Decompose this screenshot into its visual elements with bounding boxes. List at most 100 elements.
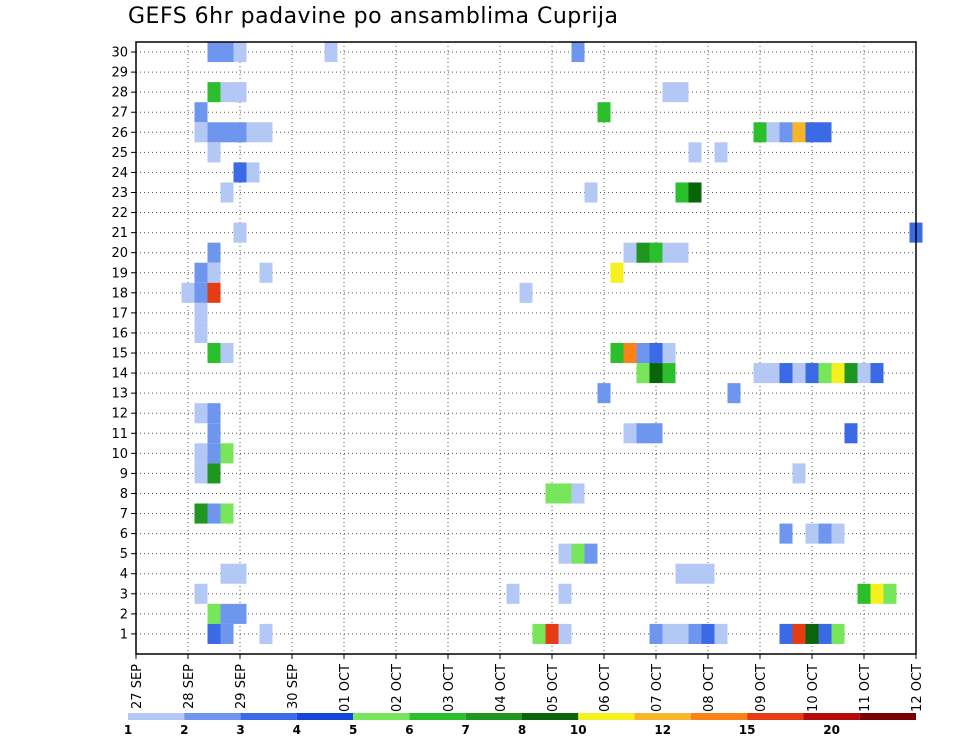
heatmap-cell (831, 523, 845, 544)
heatmap-cell (194, 322, 208, 343)
y-tick-label: 24 (111, 166, 128, 181)
heatmap-cell (636, 423, 650, 444)
heatmap-cell (649, 423, 663, 444)
heatmap-cell (805, 363, 819, 384)
heatmap-cell (181, 282, 195, 303)
y-tick-label: 6 (120, 527, 128, 542)
y-tick-label: 14 (111, 367, 128, 382)
heatmap-cell (792, 363, 806, 384)
heatmap-cell (701, 563, 715, 584)
x-tick-label: 09 OCT (754, 664, 769, 712)
heatmap-cell (857, 363, 871, 384)
heatmap-cell (675, 563, 689, 584)
colorbar-segment (634, 713, 691, 720)
heatmap-cell (194, 463, 208, 484)
x-tick-label: 27 SEP (130, 664, 145, 709)
heatmap-cell (220, 182, 234, 203)
heatmap-cell (259, 623, 273, 644)
heatmap-cell (207, 403, 221, 424)
heatmap-cell (545, 483, 559, 504)
colorbar-segment (803, 713, 860, 720)
x-tick-label: 03 OCT (442, 664, 457, 712)
heatmap-cell (207, 42, 221, 63)
heatmap-cell (220, 82, 234, 103)
heatmap-cell (571, 42, 585, 63)
heatmap-cell (727, 383, 741, 404)
colorbar-label: 4 (293, 723, 301, 737)
heatmap-cell (818, 623, 832, 644)
colorbar-label: 7 (462, 723, 470, 737)
heatmap-cell (532, 623, 546, 644)
x-tick-label: 30 SEP (286, 664, 301, 709)
y-tick-label: 18 (111, 286, 128, 301)
heatmap-cell (207, 423, 221, 444)
heatmap-cell (766, 363, 780, 384)
heatmap-cell (649, 342, 663, 364)
plot-frame (135, 41, 917, 655)
heatmap-cell (207, 242, 221, 263)
colorbar-label: 20 (823, 723, 840, 737)
heatmap-cell (714, 142, 728, 163)
heatmap-cell (818, 363, 832, 384)
heatmap-cell (194, 262, 208, 283)
y-tick-label: 23 (111, 186, 128, 201)
x-tick-label: 02 OCT (390, 664, 405, 712)
y-tick-label: 20 (111, 246, 128, 261)
heatmap-cell (584, 182, 598, 203)
heatmap-cell (623, 242, 637, 263)
heatmap-cell (207, 503, 221, 524)
heatmap-cell (545, 623, 559, 644)
colorbar-label: 15 (739, 723, 756, 737)
heatmap-cell (207, 142, 221, 163)
colorbar-label: 3 (236, 723, 244, 737)
colorbar-segment (353, 713, 410, 720)
y-tick-label: 12 (111, 407, 128, 422)
heatmap-cell (675, 242, 689, 263)
heatmap-cell (558, 543, 572, 564)
heatmap-cell (792, 623, 806, 644)
colorbar-segment (859, 713, 916, 720)
heatmap-cell (571, 543, 585, 564)
heatmap-cell (623, 423, 637, 444)
y-tick-label: 11 (111, 427, 128, 442)
heatmap-cell (870, 583, 884, 604)
colorbar-segment (296, 713, 354, 720)
y-tick-label: 28 (111, 86, 128, 101)
heatmap-cell (246, 162, 260, 183)
colorbar-segment (690, 713, 748, 720)
heatmap-cell (792, 463, 806, 484)
heatmap-cell (220, 603, 234, 624)
x-tick-label: 29 SEP (234, 664, 249, 709)
x-tick-label: 10 OCT (806, 664, 821, 712)
heatmap-cell (610, 342, 624, 364)
heatmap-cell (220, 503, 234, 524)
heatmap-cell (571, 483, 585, 504)
colorbar-segment (578, 713, 635, 720)
y-tick-label: 26 (111, 126, 128, 141)
colorbar-segment (240, 713, 297, 720)
heatmap-cell (194, 403, 208, 424)
heatmap-cell (207, 262, 221, 283)
heatmap-cell (623, 342, 637, 364)
heatmap-cell (753, 122, 767, 143)
y-tick-label: 13 (111, 387, 128, 402)
heatmap-cell (831, 623, 845, 644)
y-tick-label: 19 (111, 266, 128, 281)
heatmap-cell (688, 563, 702, 584)
heatmap-cell (233, 42, 247, 63)
heatmap-cell (805, 122, 819, 143)
heatmap-cell (220, 342, 234, 364)
heatmap-cell (220, 122, 234, 143)
heatmap-cell (194, 302, 208, 323)
heatmap-cell (220, 443, 234, 464)
heatmap-cell (818, 523, 832, 544)
heatmap-cell (207, 82, 221, 103)
y-tick-label: 3 (120, 587, 128, 602)
heatmap-cell (844, 423, 858, 444)
y-tick-label: 8 (120, 487, 128, 502)
colorbar-segment (747, 713, 804, 720)
heatmap-cell (610, 262, 624, 283)
heatmap-cell (194, 102, 208, 123)
heatmap-cell (207, 443, 221, 464)
